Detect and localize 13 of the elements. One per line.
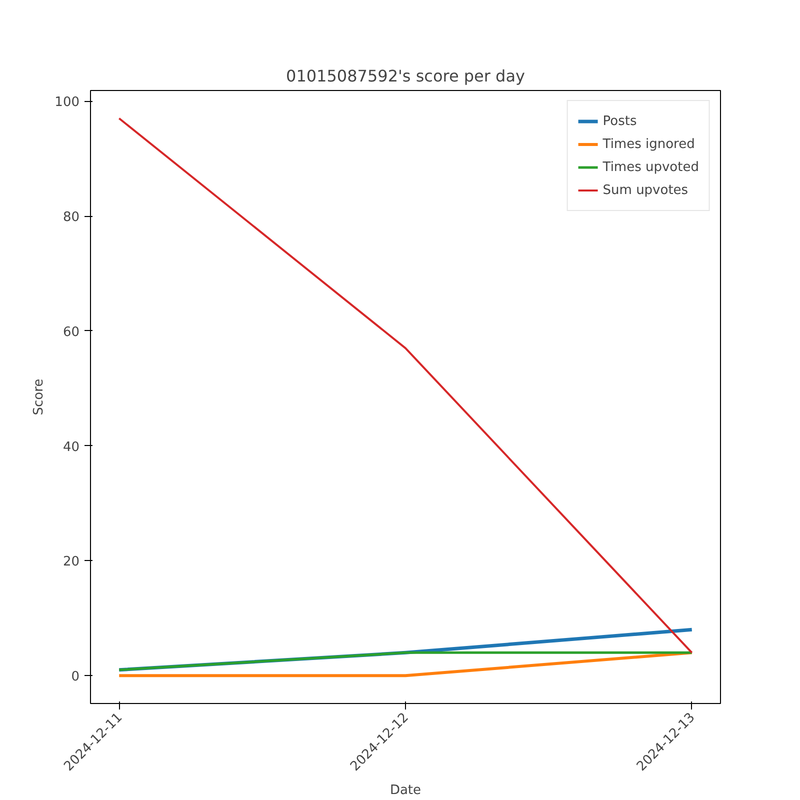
y-tick-label: 20	[62, 554, 80, 570]
legend-label: Posts	[602, 114, 637, 128]
legend-label: Sum upvotes	[602, 182, 688, 198]
y-tick-label: 80	[62, 210, 80, 226]
y-tick-label: 0	[71, 670, 80, 685]
y-tick-label: 40	[62, 440, 80, 455]
legend-label: Times ignored	[602, 136, 695, 152]
chart-title: 01015087592's score per day	[286, 66, 525, 86]
y-axis-title: Score	[32, 378, 47, 416]
legend-label: Times upvoted	[602, 160, 699, 174]
x-axis-title: Date	[390, 782, 422, 798]
y-tick-label: 100	[54, 95, 80, 110]
y-tick-label: 60	[62, 324, 80, 340]
